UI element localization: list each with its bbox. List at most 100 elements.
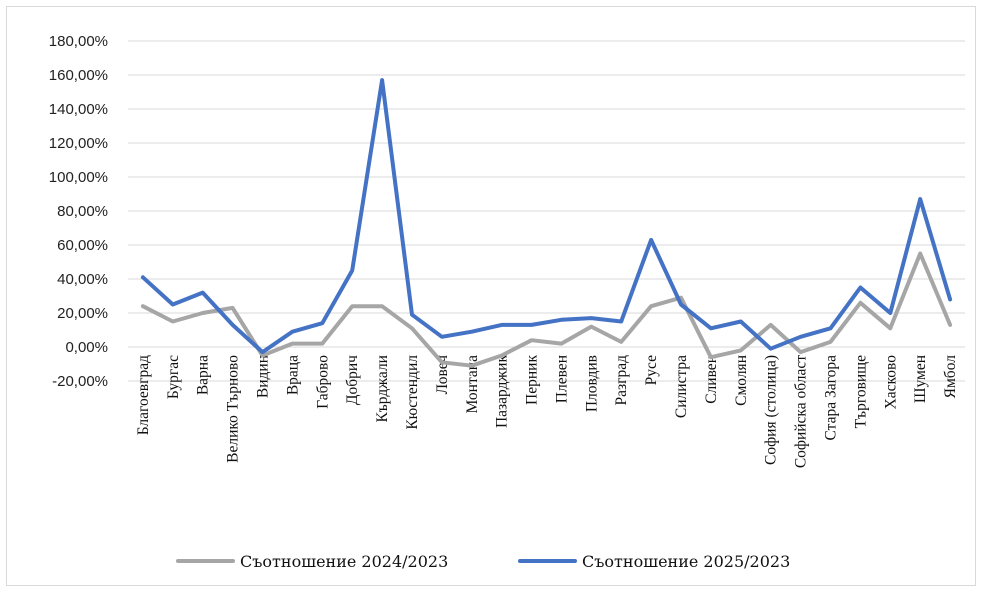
data-point xyxy=(500,354,504,358)
data-point xyxy=(948,323,952,327)
x-category-label: София (столица) xyxy=(763,355,780,465)
y-tick-label: 80,00% xyxy=(57,203,108,220)
chart-frame xyxy=(6,6,976,586)
data-point xyxy=(380,78,384,82)
series-line-1 xyxy=(140,251,953,368)
x-category-label: Монтана xyxy=(464,355,481,414)
data-point xyxy=(290,330,294,334)
data-point xyxy=(290,342,294,346)
data-point xyxy=(261,350,265,354)
legend-label: Съотношение 2025/2023 xyxy=(582,552,790,571)
data-point xyxy=(799,350,803,354)
data-point xyxy=(440,335,444,339)
data-point xyxy=(500,323,504,327)
data-point xyxy=(709,326,713,330)
data-point xyxy=(530,338,534,342)
y-tick-label: 60,00% xyxy=(57,237,108,254)
data-point xyxy=(769,347,773,351)
data-point xyxy=(918,252,922,256)
x-category-label: Велико Търново xyxy=(225,355,242,463)
x-category-label: Добрич xyxy=(344,355,361,405)
x-category-label: Шумен xyxy=(912,355,929,403)
data-point xyxy=(769,323,773,327)
data-point xyxy=(858,301,862,305)
y-tick-label: -20,00% xyxy=(52,373,108,390)
y-tick-label: 180,00% xyxy=(49,33,108,50)
data-point xyxy=(231,306,235,310)
data-point xyxy=(918,197,922,201)
data-point xyxy=(141,304,145,308)
x-category-label: Видин xyxy=(255,355,272,398)
data-point xyxy=(320,342,324,346)
x-category-label: Хасково xyxy=(882,355,899,410)
x-category-label: Благоевград xyxy=(135,355,152,435)
data-point xyxy=(589,316,593,320)
y-tick-label: 40,00% xyxy=(57,271,108,288)
data-point xyxy=(410,326,414,330)
data-point xyxy=(589,325,593,329)
x-category-label: Ямбол xyxy=(942,355,959,399)
data-point xyxy=(201,311,205,315)
x-axis-category-labels: Благоевград Бургас Варна Велико Търново Види… xyxy=(135,355,959,469)
x-category-label: Пловдив xyxy=(583,355,600,412)
data-point xyxy=(350,304,354,308)
data-point xyxy=(410,313,414,317)
y-tick-label: 140,00% xyxy=(49,101,108,118)
x-category-label: Русе xyxy=(643,355,660,385)
x-category-label: Перник xyxy=(524,355,541,405)
data-point xyxy=(649,238,653,242)
data-point xyxy=(619,320,623,324)
x-category-label: Търговище xyxy=(852,355,869,429)
data-point xyxy=(380,304,384,308)
x-category-label: Бургас xyxy=(165,355,182,399)
data-point xyxy=(231,323,235,327)
data-point xyxy=(829,340,833,344)
data-point xyxy=(440,360,444,364)
data-point xyxy=(679,303,683,307)
data-point xyxy=(948,297,952,301)
data-point xyxy=(350,269,354,273)
data-point xyxy=(171,303,175,307)
x-category-label: Кърджали xyxy=(374,355,391,423)
data-point xyxy=(320,321,324,325)
data-point xyxy=(470,330,474,334)
data-point xyxy=(709,355,713,359)
data-point xyxy=(470,364,474,368)
x-category-label: Разград xyxy=(613,355,630,406)
data-point xyxy=(858,286,862,290)
y-tick-label: 20,00% xyxy=(57,305,108,322)
x-category-label: Стара Загора xyxy=(822,355,839,441)
y-tick-label: 100,00% xyxy=(49,169,108,186)
series-line-2 xyxy=(140,78,953,355)
data-point xyxy=(559,342,563,346)
y-tick-label: 120,00% xyxy=(49,135,108,152)
series-lines xyxy=(140,78,953,368)
data-point xyxy=(799,335,803,339)
data-point xyxy=(201,291,205,295)
x-category-label: Софийска област xyxy=(793,355,810,468)
x-category-label: Силистра xyxy=(673,355,690,418)
data-point xyxy=(829,326,833,330)
data-point xyxy=(649,304,653,308)
y-axis-tick-labels: -20,00% 0,00% 20,00% 40,00% 60,00% 80,00% 100,… xyxy=(49,33,108,390)
x-category-label: Габрово xyxy=(314,355,331,409)
legend: Съотношение 2024/2023 Съотношение 2025/20… xyxy=(176,552,790,571)
x-category-label: Варна xyxy=(195,355,212,395)
x-category-label: Сливен xyxy=(703,355,720,404)
data-point xyxy=(530,323,534,327)
data-point xyxy=(559,318,563,322)
data-point xyxy=(619,340,623,344)
data-point xyxy=(888,311,892,315)
y-tick-label: 160,00% xyxy=(49,67,108,84)
x-category-label: Плевен xyxy=(553,355,570,403)
data-point xyxy=(141,275,145,279)
legend-label: Съотношение 2024/2023 xyxy=(240,552,448,571)
data-point xyxy=(739,348,743,352)
data-point xyxy=(171,320,175,324)
y-tick-label: 0,00% xyxy=(65,339,108,356)
data-point xyxy=(739,320,743,324)
x-category-label: Кюстендил xyxy=(404,355,421,430)
x-category-label: Смолян xyxy=(733,355,750,406)
x-category-label: Пазарджик xyxy=(494,355,511,429)
